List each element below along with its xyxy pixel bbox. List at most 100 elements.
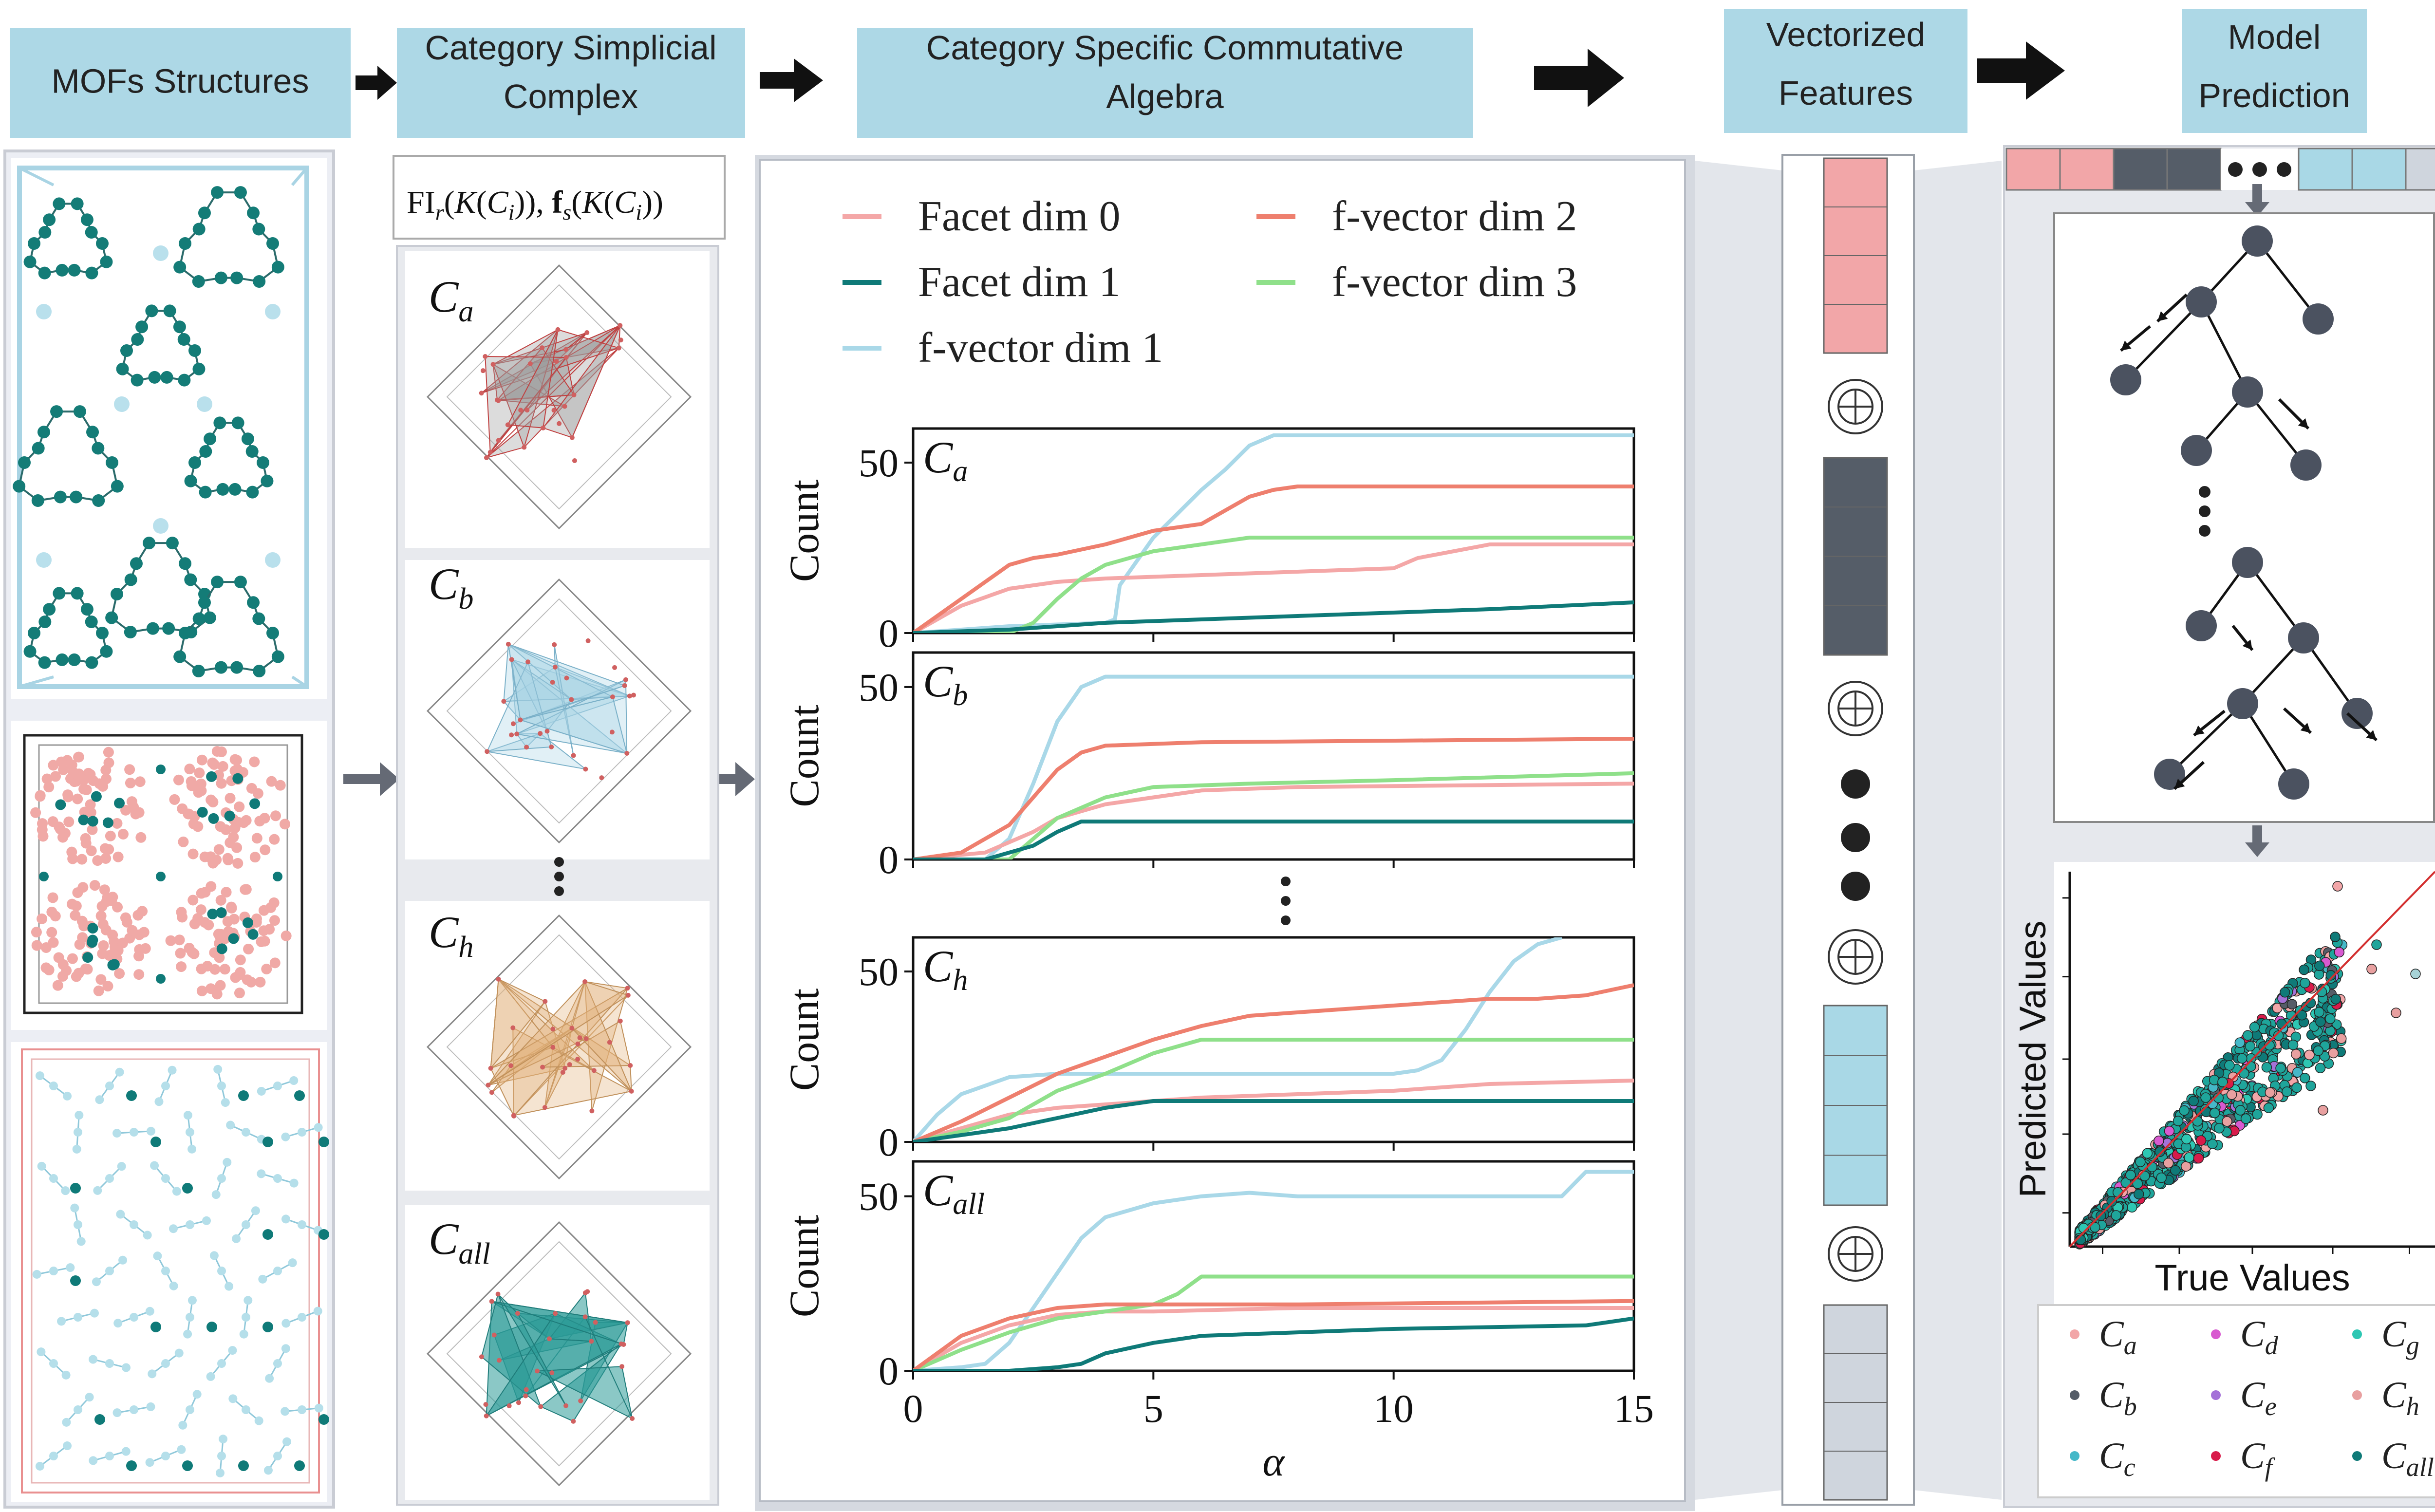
header-mofs-text: MOFs Structures bbox=[52, 62, 309, 100]
header-model-line2: Prediction bbox=[2198, 76, 2350, 114]
tree-node bbox=[2341, 698, 2373, 729]
feature-block-blue bbox=[1823, 1005, 1888, 1206]
header-mofs: MOFs Structures bbox=[10, 28, 351, 138]
complex-renders bbox=[426, 264, 692, 1487]
series-f-vector-dim-2-a bbox=[913, 485, 1634, 633]
series-facet-dim-1-h bbox=[913, 1099, 1634, 1142]
xtick-5: 5 bbox=[1143, 1386, 1163, 1431]
panel-label-all: Call bbox=[923, 1165, 985, 1221]
feature-block-gray bbox=[1823, 1304, 1888, 1501]
header-algebra: Category Specific Commutative Algebra bbox=[857, 28, 1473, 138]
series-f-vector-dim-3-h bbox=[913, 1038, 1634, 1142]
series-f-vector-dim-2-h bbox=[913, 983, 1634, 1142]
header-model-line1: Model bbox=[2228, 18, 2321, 56]
legend-label-0: Facet dim 0 bbox=[918, 193, 1120, 240]
tree-node bbox=[2290, 449, 2322, 481]
xlabel: α bbox=[1262, 1438, 1285, 1485]
ytick-50-b: 50 bbox=[859, 665, 899, 709]
ytick-50-all: 50 bbox=[859, 1175, 899, 1219]
feature-bar bbox=[2005, 148, 2435, 857]
ylabel-h: Count bbox=[781, 989, 827, 1091]
tree-node bbox=[2303, 303, 2334, 335]
header-complex-line2: Complex bbox=[504, 77, 638, 115]
ytick-0-h: 0 bbox=[879, 1120, 899, 1164]
legend-label-3: f-vector dim 2 bbox=[1332, 193, 1577, 240]
ytick-0-b: 0 bbox=[879, 838, 899, 882]
scatter-legend-label-g: Cg bbox=[2381, 1314, 2419, 1360]
series-f-vector-dim-3-b bbox=[913, 771, 1634, 859]
ylabel-b: Count bbox=[781, 705, 827, 807]
header-vectorized-line1: Vectorized bbox=[1766, 16, 1926, 54]
tree-node bbox=[2242, 225, 2273, 257]
legend-label-2: f-vector dim 1 bbox=[918, 324, 1163, 372]
algebra-panel: Facet dim 0 Facet dim 1 f-vector dim 1 f-ve… bbox=[755, 155, 1695, 1511]
arrow-mof-to-complex bbox=[343, 762, 399, 796]
scatter-legend-marker-g bbox=[2352, 1329, 2362, 1339]
scatter-legend-marker-d bbox=[2211, 1329, 2221, 1339]
concat-icon-1 bbox=[1828, 379, 1883, 434]
complex-formula: FIr(K(Ci)), fs(K(Ci)) bbox=[407, 185, 663, 224]
header-algebra-line2: Algebra bbox=[1106, 77, 1223, 115]
tree-node bbox=[2186, 610, 2217, 641]
mof-frame-1 bbox=[17, 166, 309, 689]
series-f-vector-dim-2-all bbox=[913, 1299, 1634, 1371]
header-model: Model Prediction bbox=[2182, 9, 2367, 133]
tree-node bbox=[2278, 768, 2309, 800]
header-arrow-2 bbox=[760, 58, 823, 102]
arrow-down-1 bbox=[2245, 184, 2269, 217]
scatter-legend-marker-a bbox=[2070, 1329, 2079, 1339]
scatter-legend-marker-b bbox=[2070, 1390, 2079, 1400]
funnel-right bbox=[1914, 161, 2002, 1500]
scatter-legend-marker-h bbox=[2352, 1390, 2362, 1400]
xtick-10: 10 bbox=[1374, 1386, 1414, 1431]
scatter-legend-marker-f bbox=[2211, 1451, 2221, 1461]
feature-blocks bbox=[1823, 157, 1888, 1501]
ylabel-a: Count bbox=[781, 480, 827, 582]
legend-label-1: Facet dim 1 bbox=[918, 259, 1120, 306]
tree-node bbox=[2232, 547, 2263, 578]
header-algebra-line1: Category Specific Commutative bbox=[926, 29, 1404, 67]
ytick-50-a: 50 bbox=[859, 441, 899, 485]
xtick-15: 15 bbox=[1614, 1386, 1654, 1431]
series-f-vector-dim-1-b bbox=[913, 674, 1634, 859]
features-panel bbox=[1781, 154, 1915, 1506]
header-complex-line1: Category Simplicial bbox=[425, 29, 716, 67]
mof-structure-3 bbox=[32, 1064, 329, 1477]
scatter-legend-marker-all bbox=[2352, 1451, 2362, 1461]
tree-node bbox=[2110, 364, 2141, 395]
series-facet-dim-0-b bbox=[913, 782, 1634, 859]
feature-block-pink bbox=[1823, 157, 1888, 354]
tree-node bbox=[2186, 286, 2217, 317]
series-facet-dim-1-all bbox=[913, 1316, 1634, 1371]
scatter-legend-marker-c bbox=[2070, 1451, 2079, 1461]
chart-legend: Facet dim 0 Facet dim 1 f-vector dim 1 f-ve… bbox=[843, 193, 1577, 372]
header-vectorized: Vectorized Features bbox=[1724, 9, 1967, 133]
complex-label-a: Ca bbox=[429, 272, 473, 328]
series-f-vector-dim-2-b bbox=[913, 737, 1634, 859]
mof-frame-2 bbox=[23, 734, 303, 1014]
concat-icon-2 bbox=[1828, 681, 1883, 736]
header-arrow-4 bbox=[1977, 41, 2065, 100]
concat-icon-3 bbox=[1828, 929, 1883, 985]
tree-node bbox=[2232, 376, 2263, 408]
header-arrow-1 bbox=[356, 66, 397, 100]
series-facet-dim-1-a bbox=[913, 600, 1634, 633]
concat-icon-4 bbox=[1828, 1226, 1883, 1282]
scatter-plot: True Values Predicted Values bbox=[2012, 871, 2435, 1299]
header-vectorized-line2: Features bbox=[1779, 74, 1913, 112]
tree-node bbox=[2288, 622, 2319, 653]
series-facet-dim-1-b bbox=[913, 820, 1634, 859]
chart-panels: 050CountCa050CountCb050CountCh050CountCa… bbox=[781, 427, 1654, 1485]
mof-structure-2 bbox=[30, 746, 292, 1000]
complex-dots bbox=[554, 857, 564, 896]
series-f-vector-dim-1-all bbox=[913, 1170, 1634, 1371]
arrow-complex-to-algebra bbox=[718, 762, 755, 796]
tree-node bbox=[2181, 435, 2212, 466]
decision-tree bbox=[2110, 225, 2378, 800]
series-facet-dim-0-a bbox=[913, 542, 1634, 633]
